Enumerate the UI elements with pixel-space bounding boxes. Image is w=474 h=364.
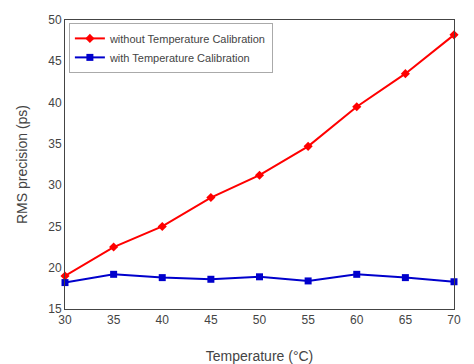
svg-text:20: 20 bbox=[48, 261, 62, 275]
svg-text:40: 40 bbox=[156, 313, 170, 327]
svg-text:30: 30 bbox=[48, 178, 62, 192]
svg-text:55: 55 bbox=[301, 313, 315, 327]
svg-text:35: 35 bbox=[48, 137, 62, 151]
svg-text:45: 45 bbox=[48, 54, 62, 68]
svg-text:without Temperature Calibratio: without Temperature Calibration bbox=[109, 33, 265, 45]
svg-text:Temperature (°C): Temperature (°C) bbox=[206, 348, 314, 364]
svg-text:40: 40 bbox=[48, 96, 62, 110]
svg-text:25: 25 bbox=[48, 220, 62, 234]
svg-text:15: 15 bbox=[48, 302, 62, 316]
svg-text:70: 70 bbox=[447, 313, 461, 327]
svg-text:50: 50 bbox=[253, 313, 267, 327]
svg-text:35: 35 bbox=[107, 313, 121, 327]
svg-text:with Temperature Calibration: with Temperature Calibration bbox=[109, 52, 250, 64]
svg-text:50: 50 bbox=[48, 13, 62, 27]
svg-text:65: 65 bbox=[399, 313, 413, 327]
svg-text:45: 45 bbox=[204, 313, 218, 327]
svg-text:RMS precision (ps): RMS precision (ps) bbox=[14, 105, 30, 224]
svg-text:30: 30 bbox=[58, 313, 72, 327]
svg-text:60: 60 bbox=[350, 313, 364, 327]
